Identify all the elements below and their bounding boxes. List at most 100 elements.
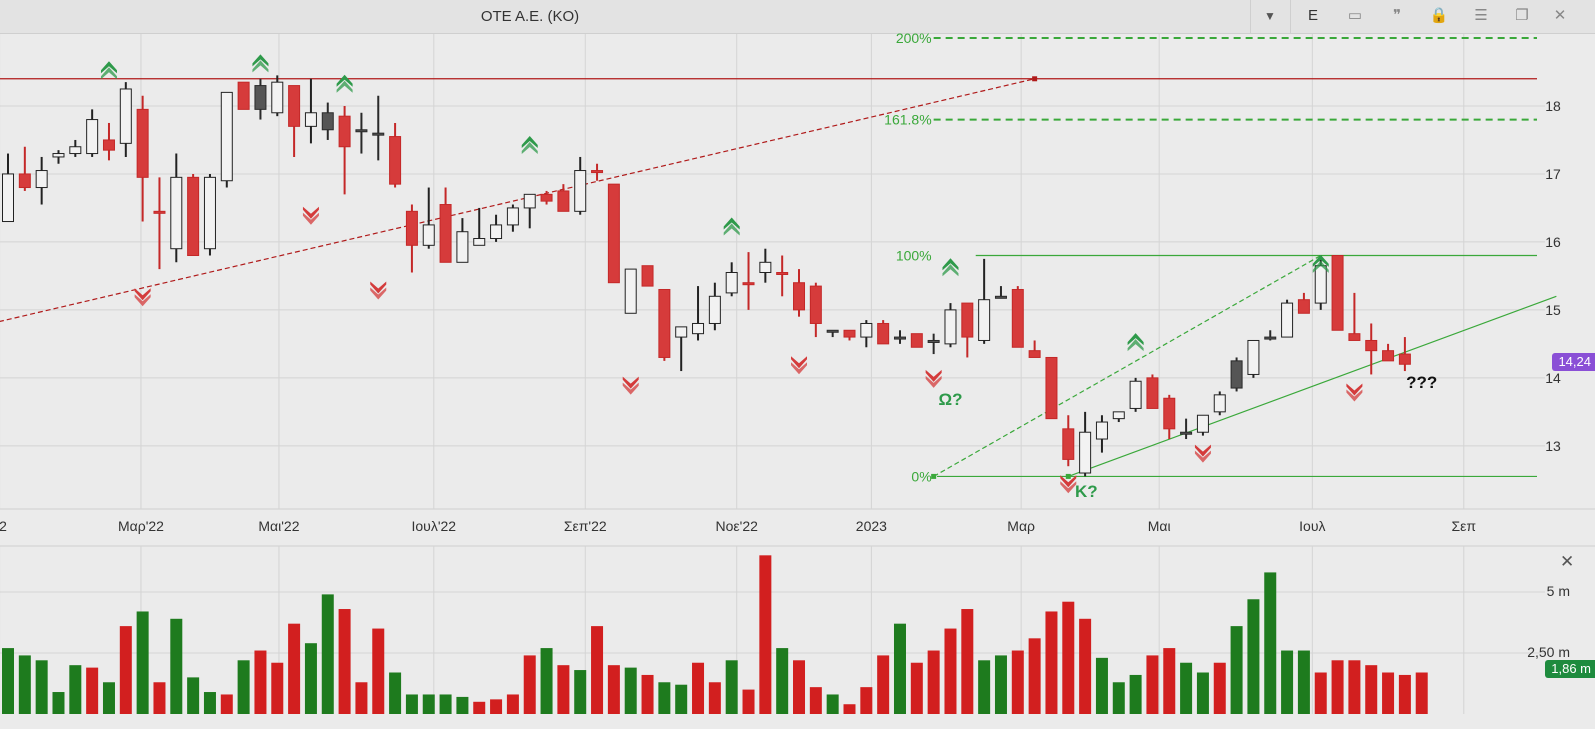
candle-body	[927, 339, 940, 343]
candle	[490, 214, 503, 242]
candle	[439, 187, 452, 263]
volume-bar	[35, 660, 48, 714]
candle-body	[725, 272, 738, 294]
volume-bar	[1180, 662, 1193, 714]
candle-body	[1281, 302, 1294, 338]
down-arrow-marker	[1346, 389, 1363, 402]
down-arrow-marker	[134, 288, 151, 301]
lock-icon[interactable]: 🔒	[1429, 7, 1449, 24]
candle	[220, 91, 233, 188]
candle-body	[1331, 255, 1344, 331]
volume-bar	[153, 682, 166, 714]
restore-icon[interactable]: ❐	[1515, 7, 1529, 24]
resistance-anchor	[1032, 76, 1038, 82]
toolbar-separator	[1250, 0, 1251, 33]
volume-bar	[1163, 648, 1176, 714]
window-title: OTE A.E. (KO)	[480, 8, 580, 25]
candle	[1163, 394, 1176, 440]
candle-body	[102, 139, 115, 151]
down-arrow-marker	[925, 375, 942, 388]
volume-bar	[877, 655, 890, 714]
up-arrow-marker	[1127, 333, 1144, 346]
candle	[624, 268, 637, 314]
volume-bar	[1062, 601, 1075, 714]
candle	[1297, 292, 1310, 314]
candle	[1365, 323, 1378, 375]
dropdown-icon[interactable]: ▼	[1264, 9, 1276, 23]
candle	[473, 207, 486, 246]
up-arrow-marker	[521, 135, 538, 148]
e-button[interactable]: E	[1307, 7, 1318, 24]
close-volume-icon[interactable]: ✕	[1560, 552, 1575, 571]
candle	[776, 255, 789, 297]
volume-bar	[1095, 657, 1108, 714]
candle-body	[254, 85, 267, 110]
candle	[658, 288, 671, 361]
menu-icon[interactable]: ☰	[1474, 7, 1488, 24]
volume-bar	[540, 648, 553, 714]
volume-bar	[843, 704, 856, 714]
candle	[1281, 299, 1294, 338]
candle-body	[69, 146, 82, 155]
volume-tick-label: 2,50 m	[1527, 644, 1570, 660]
down-arrow-marker	[791, 356, 808, 369]
panel-icon[interactable]: ▭	[1347, 7, 1363, 24]
x-tick-label: Σεπ	[1452, 518, 1477, 534]
down-arrow-marker	[134, 294, 151, 307]
volume-bars	[2, 555, 1428, 714]
candle-body	[910, 333, 923, 348]
candle	[809, 282, 822, 338]
volume-bar	[473, 701, 486, 714]
candle-body	[809, 285, 822, 324]
candle	[641, 265, 654, 287]
candle	[1180, 418, 1193, 440]
candle-body	[304, 112, 317, 127]
volume-bar	[170, 618, 183, 714]
candle-body	[119, 88, 132, 144]
candle	[1348, 292, 1361, 341]
candle-body	[574, 170, 587, 212]
down-arrow-marker	[1060, 481, 1077, 494]
quote-icon[interactable]: ❞	[1392, 7, 1402, 24]
candle-body	[321, 112, 334, 131]
volume-bar	[405, 694, 418, 714]
candle	[18, 146, 31, 191]
x-tick-label: Μαρ'22	[118, 518, 164, 534]
candle	[523, 193, 536, 229]
up-arrow-marker	[336, 74, 353, 87]
candle	[187, 173, 200, 257]
candle-body	[288, 85, 301, 127]
volume-bar	[1045, 611, 1058, 714]
volume-bar	[1196, 672, 1209, 714]
signal-markers	[100, 54, 1363, 494]
candle-body	[557, 190, 570, 212]
candle-body	[355, 129, 368, 133]
volume-bar	[1112, 682, 1125, 714]
x-tick-label: Μαι	[1148, 518, 1171, 534]
candle-body	[1028, 350, 1041, 358]
candle-body	[473, 238, 486, 246]
close-icon[interactable]: ✕	[1553, 7, 1567, 24]
candle-body	[153, 210, 166, 214]
up-arrow-marker	[942, 264, 959, 277]
volume-bar	[304, 643, 317, 714]
volume-bar	[1129, 674, 1142, 714]
candle	[725, 262, 738, 297]
candle	[119, 82, 132, 157]
candle-body	[708, 295, 721, 324]
up-arrow-marker	[723, 217, 740, 230]
x-tick-label: Ιουλ'22	[412, 518, 457, 534]
volume-bar	[961, 609, 974, 714]
trend-line	[1068, 295, 1557, 477]
volume-bar	[271, 662, 284, 714]
candle	[961, 302, 974, 358]
volume-bar	[288, 623, 301, 714]
up-arrow-marker	[252, 54, 269, 67]
candle	[288, 85, 301, 157]
x-tick-label: 2	[0, 518, 7, 534]
candle-body	[793, 282, 806, 311]
candle-body	[759, 261, 772, 274]
volume-bar	[860, 687, 873, 714]
candle-body	[1079, 431, 1092, 474]
